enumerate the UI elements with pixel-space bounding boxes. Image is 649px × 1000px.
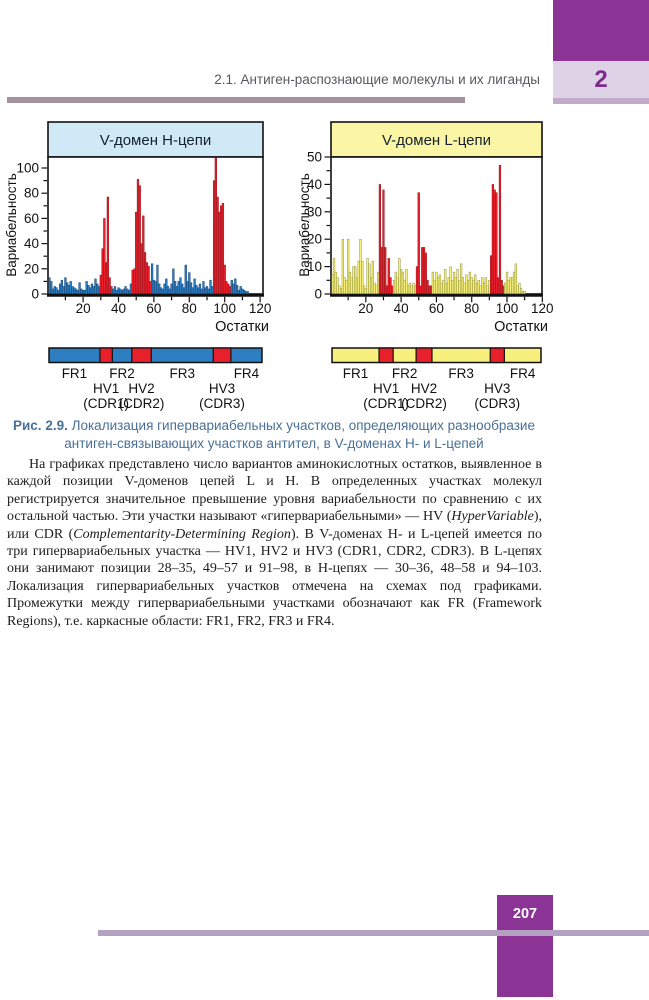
hv-label: HV3 [209,381,235,396]
svg-text:100: 100 [213,301,236,316]
x-ticks: 20 40 60 80 100 120 [347,296,554,316]
svg-text:40: 40 [307,177,322,192]
fr-label: FR2 [392,366,418,381]
svg-text:60: 60 [146,301,161,316]
chapter-color-block [553,0,649,61]
chart-h-chain: V-домен H-цепи 20 40 60 80 100 120 Остатки 0 20 40… [4,121,272,335]
svg-text:100: 100 [16,161,39,176]
page-number: 207 [512,906,538,922]
hv-label: HV2 [411,381,437,396]
hv-segment [131,347,152,364]
fr-label: FR4 [234,366,260,381]
cdr-label: (CDR3) [199,396,245,411]
hv-label: HV1 [93,381,119,396]
figure-caption-label: Рис. 2.9. [13,418,68,433]
chapter-tab-strip [553,98,649,104]
svg-text:60: 60 [24,211,39,226]
hv-segment [378,347,394,364]
svg-text:60: 60 [429,301,444,316]
chart-l-chain: V-домен L-цепи 20 40 60 80 100 120 Остатки 0 10 20… [297,121,554,335]
schematic-l-chain: FR1 FR2 FR3 FR4 HV1(CDR1)HV2(CDR2) HV3(CDR3) [331,347,542,411]
svg-text:20: 20 [307,232,322,247]
hv-segment [99,347,113,364]
fr-label: FR3 [448,366,474,381]
plot-area [47,156,264,295]
body-text-run: На графиках представлено число вариантов… [7,457,542,525]
cdr-label: (CDR1) [363,396,409,411]
body-paragraph: На графиках представлено число вариантов… [7,456,542,630]
x-axis-label: Остатки [494,319,548,335]
chart-title-band [330,121,543,158]
svg-text:0: 0 [31,287,39,302]
body-text-italic-run: Complementarity-Determining Region [73,526,291,542]
svg-text:120: 120 [249,301,272,316]
x-ticks: 20 40 60 80 100 120 [64,296,272,316]
hv-label: HV2 [128,381,154,396]
svg-text:80: 80 [182,301,197,316]
framework-bar [331,347,542,364]
y-axis-label: Вариабельность [4,173,19,277]
cdr-label: (CDR2) [401,396,447,411]
page-number-box: 207 [497,895,553,997]
svg-text:20: 20 [24,261,39,276]
fr-label: FR1 [62,366,88,381]
plot-area [330,156,543,295]
svg-text:120: 120 [531,301,554,316]
hv-label: HV1 [373,381,399,396]
chapter-number-tab: 2 [553,61,649,98]
svg-text:40: 40 [24,236,39,251]
svg-text:80: 80 [24,186,39,201]
svg-text:20: 20 [76,301,91,316]
body-text-run: ), или CDR ( [7,509,542,542]
hv-label: HV3 [484,381,510,396]
x-axis-label: Остатки [215,319,269,335]
svg-text:80: 80 [464,301,479,316]
fr-label: FR2 [109,366,135,381]
svg-text:0: 0 [314,287,322,302]
header-rule [7,97,465,103]
svg-text:100: 100 [496,301,519,316]
cdr-label: (CDR3) [474,396,520,411]
y-ticks: 0 20 40 60 80 100 [16,161,47,302]
svg-text:40: 40 [394,301,409,316]
running-head: 2.1. Антиген-распознающие молекулы и их … [214,72,540,87]
bars [331,164,526,294]
schematic-h-chain: FR1 FR2 FR3 FR4 HV1(CDR1)HV2(CDR2) HV3(CDR3) [48,347,263,411]
figure-caption: Рис. 2.9. Локализация гипервариабельных … [7,417,541,452]
chart-title-band [47,121,264,158]
fr-label: FR1 [343,366,369,381]
hv-segment [212,347,232,364]
svg-text:30: 30 [307,204,322,219]
svg-text:50: 50 [307,150,322,165]
hv-segment [489,347,505,364]
chart-title: V-домен L-цепи [382,132,491,149]
fr-label: FR4 [510,366,536,381]
hv-segment [415,347,433,364]
cdr-label: (CDR1) [83,396,129,411]
fr-label: FR3 [169,366,195,381]
domain-schematics: FR1 FR2 FR3 FR4HV1(CDR1)HV2(CDR2)HV3(CDR3)F… [48,347,542,411]
svg-text:40: 40 [111,301,126,316]
figure-caption-text: Локализация гипервариабельных участков, … [64,418,535,451]
y-axis-label: Вариабельность [297,173,312,277]
cdr-label: (CDR2) [119,396,165,411]
chart-title: V-домен H-цепи [100,132,211,149]
y-ticks: 0 10 20 30 40 50 [307,150,330,302]
body-text-italic-run: HyperVariable [451,509,534,525]
footer-rule [98,930,649,936]
body-text-run: ). В V-доменах H- и L-цепей имеется по т… [7,526,542,629]
svg-text:20: 20 [358,301,373,316]
svg-text:10: 10 [307,259,322,274]
